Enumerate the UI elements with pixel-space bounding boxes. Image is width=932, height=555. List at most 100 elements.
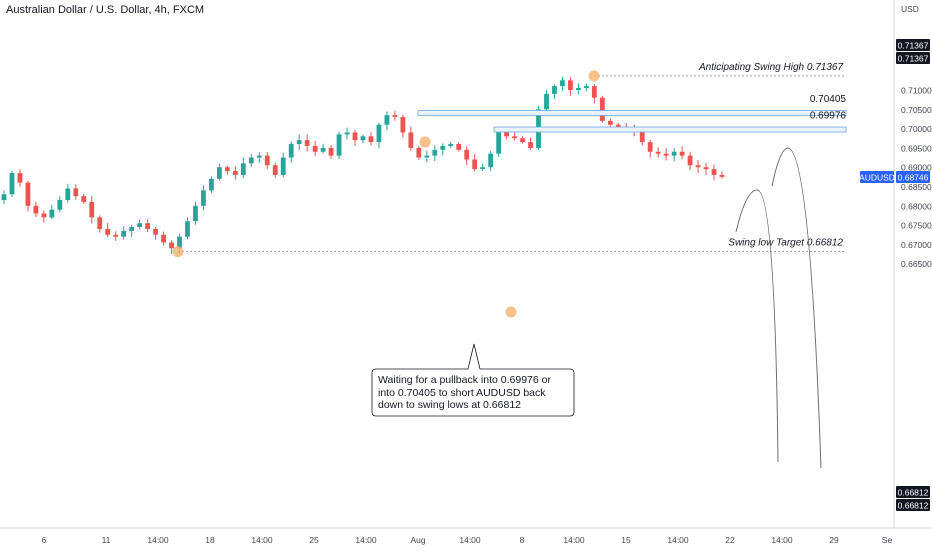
price-tick-label: 0.71000 (901, 86, 932, 96)
candle-body (352, 132, 358, 141)
price-tick-label: 0.70500 (901, 105, 932, 115)
time-tick-label: 14:00 (563, 535, 585, 545)
candle-body (520, 138, 525, 143)
swing-low-label: Swing low Target 0.66812 (728, 238, 843, 249)
pullback-low-marker (505, 306, 517, 318)
price-badge-high-2-bg (896, 52, 930, 64)
candle-body (368, 136, 374, 143)
candle-body (169, 242, 174, 249)
candle-body (615, 124, 621, 127)
candle-body (448, 144, 454, 146)
candle-body (9, 172, 15, 195)
candle-body (232, 171, 238, 175)
candle-body (121, 230, 127, 237)
candle-body (416, 147, 422, 158)
time-tick-label: 11 (102, 535, 111, 545)
candle-body (224, 167, 230, 172)
time-tick-label: 29 (829, 535, 839, 545)
price-tick-label: 0.68000 (901, 201, 932, 211)
candle-body (560, 80, 565, 87)
candle-body (583, 86, 589, 89)
candle-body (400, 117, 406, 133)
candle-body (647, 142, 653, 152)
candle-body (496, 132, 502, 154)
candle-body (607, 120, 613, 125)
candle-body (304, 140, 310, 146)
candles-layer (1, 76, 725, 255)
candle-body (695, 165, 701, 168)
price-tick-label: 0.67500 (901, 221, 932, 231)
candle-body (480, 167, 486, 170)
swing-high-label: Anticipating Swing High 0.71367 (698, 62, 843, 73)
price-badge-last: 0.68746 (898, 172, 929, 182)
time-tick-label: 15 (621, 535, 631, 545)
candle-body (97, 217, 103, 229)
projection-arc-1 (735, 189, 779, 463)
candle-body (137, 223, 143, 228)
candle-body (240, 163, 246, 175)
candle-body (129, 227, 135, 231)
candle-body (591, 86, 597, 98)
price-axis: USD0.710000.705000.700000.695000.690000.… (859, 4, 932, 511)
time-tick-label: 18 (205, 535, 215, 545)
time-tick-label: 14:00 (771, 535, 793, 545)
price-badge-high-1: 0.71367 (898, 40, 929, 50)
price-tick-label: 0.69500 (901, 143, 932, 153)
candle-body (185, 221, 190, 237)
candle-body (512, 136, 517, 139)
candle-body (320, 147, 326, 152)
candle-body (408, 132, 414, 148)
candle-body (57, 200, 63, 210)
candle-body (544, 93, 549, 110)
zone-touch-marker (419, 136, 431, 148)
candle-body (328, 147, 334, 156)
candle-body (288, 144, 294, 158)
time-tick-label: 14:00 (251, 535, 273, 545)
time-tick-label: Aug (410, 535, 425, 545)
candle-body (456, 144, 462, 150)
candle-body (280, 157, 286, 175)
price-tick-label: 0.68500 (901, 182, 932, 192)
candle-body (719, 174, 725, 177)
candle-body (209, 178, 214, 191)
chart-background (0, 0, 932, 529)
candle-body (488, 153, 494, 168)
time-tick-label: Se (882, 535, 893, 545)
time-tick-label: 25 (309, 535, 319, 545)
candle-body (193, 205, 198, 222)
price-badge-high-2: 0.71367 (898, 53, 929, 63)
candle-body (440, 145, 446, 150)
swing-low-marker (172, 246, 184, 258)
price-badge-low-2-bg (896, 499, 930, 511)
candle-body (360, 136, 366, 141)
candle-body (464, 149, 470, 160)
candle-body (376, 124, 382, 143)
candle-body (153, 228, 158, 235)
price-badge-last-bg (896, 171, 930, 184)
candle-body (424, 155, 430, 158)
candle-body (177, 236, 182, 249)
candle-body (65, 188, 71, 201)
candle-body (679, 151, 685, 156)
zone-lower-label: 0.69976 (810, 111, 847, 122)
price-tick-label: 0.66500 (901, 259, 932, 269)
candle-body (344, 132, 350, 135)
candle-body (711, 169, 717, 175)
candle-body (639, 130, 645, 143)
callout-note: Waiting for a pullback into 0.69976 or i… (378, 374, 551, 411)
time-tick-label: 22 (725, 535, 735, 545)
candle-body (472, 159, 478, 170)
symbol-badge: AUDUSD (859, 172, 895, 182)
candle-body (552, 86, 557, 94)
symbol-badge-bg (860, 171, 894, 184)
chart-legend-title: Australian Dollar / U.S. Dollar, 4h, FXC… (6, 4, 205, 16)
candle-body (113, 234, 119, 237)
time-tick-label: 8 (520, 535, 525, 545)
zone-upper-label: 0.70405 (810, 94, 847, 105)
candle-body (296, 140, 302, 145)
callout-box (371, 343, 575, 417)
candle-body (655, 151, 661, 154)
time-axis: 6 11 14:00 18 14:00 25 14:00 Aug 14:00 8 14:00 15 14… (42, 535, 893, 545)
